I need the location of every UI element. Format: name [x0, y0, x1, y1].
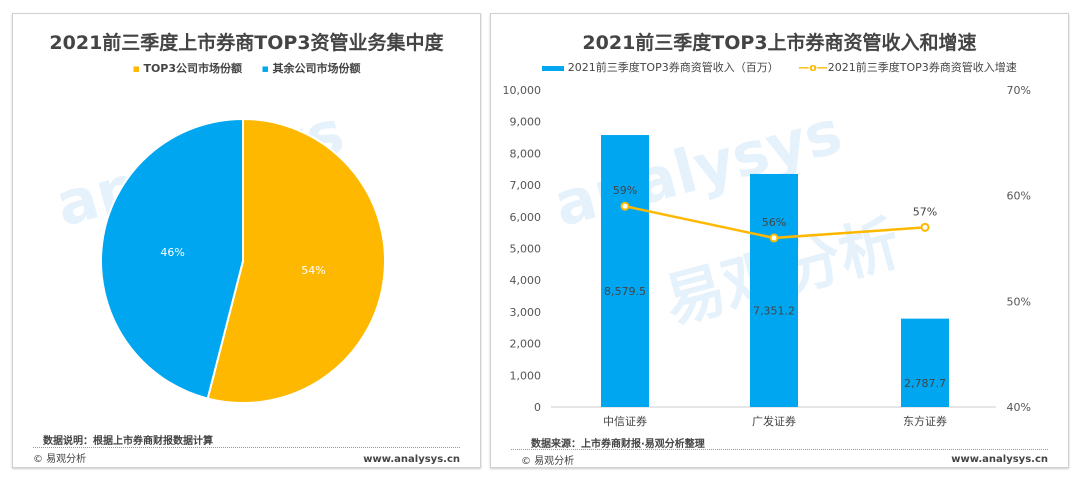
- y-right-tick: 50%: [1007, 295, 1031, 308]
- pie-panel: 2021前三季度上市券商TOP3资管业务集中度 ▪ TOP3公司市场份额 ▪ 其…: [12, 13, 481, 468]
- pie-title: 2021前三季度上市券商TOP3资管业务集中度: [49, 32, 444, 54]
- y-left-tick: 1,000: [510, 369, 542, 382]
- data-note: 数据说明：根据上市券商财报数据计算: [43, 436, 213, 447]
- slice-label: 46%: [160, 246, 184, 259]
- y-left-tick: 2,000: [510, 338, 542, 351]
- y-left-tick: 6,000: [510, 211, 542, 224]
- growth-label: 57%: [913, 205, 937, 218]
- legend-others: 其余公司市场份额: [272, 62, 361, 75]
- site-link[interactable]: www.analysys.cn: [951, 454, 1048, 465]
- y-left-tick: 4,000: [510, 274, 542, 287]
- y-left-tick: 9,000: [510, 116, 542, 129]
- y-left-tick: 3,000: [510, 306, 542, 319]
- y-left-tick: 8,000: [510, 147, 542, 160]
- copyright: © 易观分析: [33, 454, 87, 465]
- growth-label: 59%: [613, 184, 637, 197]
- pie-chart: 54% 46%: [100, 117, 386, 404]
- legend-revenue: 2021前三季度TOP3券商资管收入（百万）: [567, 61, 779, 74]
- growth-point: [920, 222, 930, 232]
- data-source: 数据来源：上市券商财报·易观分析整理: [531, 439, 705, 450]
- bar-line-panel: 2021前三季度TOP3上市券商资管收入和增速 2021前三季度TOP3券商资管…: [490, 13, 1069, 468]
- bar: [750, 173, 798, 407]
- y-left-tick: 10,000: [503, 84, 542, 97]
- slice-label: 54%: [301, 264, 325, 277]
- bar-label: 7,351.2: [753, 304, 795, 317]
- y-right-tick: 70%: [1007, 84, 1031, 97]
- legend-top3: TOP3公司市场份额: [143, 62, 243, 75]
- combo-legend: 2021前三季度TOP3券商资管收入（百万） —o—2021前三季度TOP3券商…: [491, 59, 1068, 75]
- y-left-tick: 0: [534, 401, 541, 414]
- divider: [33, 447, 460, 448]
- legend-growth: 2021前三季度TOP3券商资管收入增速: [827, 61, 1017, 74]
- y-right-tick: 60%: [1007, 190, 1031, 203]
- bar: [601, 135, 649, 407]
- combo-chart: 0 1,000 2,000 3,000 4,000 5,000 6,000 7,000 8,00…: [503, 84, 1032, 428]
- y-left-tick: 7,000: [510, 179, 542, 192]
- pie-slice: [206, 117, 386, 404]
- category-label: 中信证券: [603, 414, 647, 428]
- growth-point: [769, 233, 779, 243]
- copyright: © 易观分析: [521, 456, 575, 467]
- bar-label: 2,787.7: [904, 377, 946, 390]
- growth-label: 56%: [762, 216, 786, 229]
- pie-legend: ▪ TOP3公司市场份额 ▪ 其余公司市场份额: [132, 62, 361, 75]
- growth-point: [620, 201, 630, 211]
- y-left-tick: 5,000: [510, 243, 542, 256]
- category-label: 东方证券: [903, 414, 947, 428]
- combo-title: 2021前三季度TOP3上市券商资管收入和增速: [582, 32, 977, 54]
- bar-label: 8,579.5: [604, 285, 646, 298]
- site-link[interactable]: www.analysys.cn: [363, 454, 460, 465]
- pie-slice: [100, 117, 244, 400]
- divider: [511, 449, 1048, 450]
- category-label: 广发证券: [752, 414, 796, 428]
- y-right-tick: 40%: [1007, 401, 1031, 414]
- bar: [901, 318, 949, 407]
